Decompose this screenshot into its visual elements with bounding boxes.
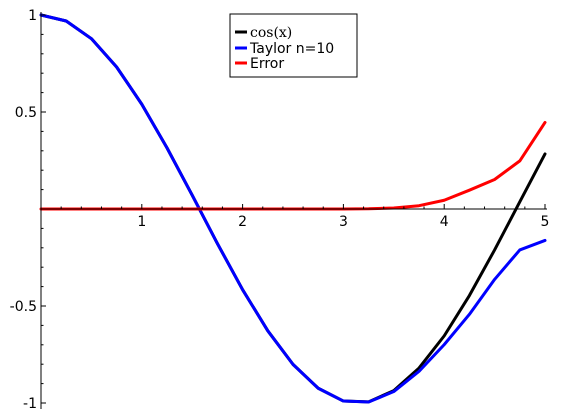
x-tick-label: 2: [238, 214, 247, 230]
legend-label-taylor: Taylor n=10: [249, 41, 334, 57]
x-tick-label: 1: [137, 214, 146, 230]
y-tick-label: -1: [23, 396, 37, 412]
legend-label-cos: cos(x): [250, 25, 292, 41]
y-tick-label: 0.5: [15, 105, 37, 121]
x-tick-label: 5: [541, 214, 550, 230]
x-tick-label: 4: [440, 214, 449, 230]
legend-label-error: Error: [250, 56, 284, 72]
series-error: [41, 122, 545, 209]
y-tick-label: 1: [28, 8, 37, 24]
x-tick-label: 3: [339, 214, 348, 230]
y-tick-label: -0.5: [10, 299, 37, 315]
legend: cos(x) Taylor n=10 Error: [230, 14, 357, 77]
